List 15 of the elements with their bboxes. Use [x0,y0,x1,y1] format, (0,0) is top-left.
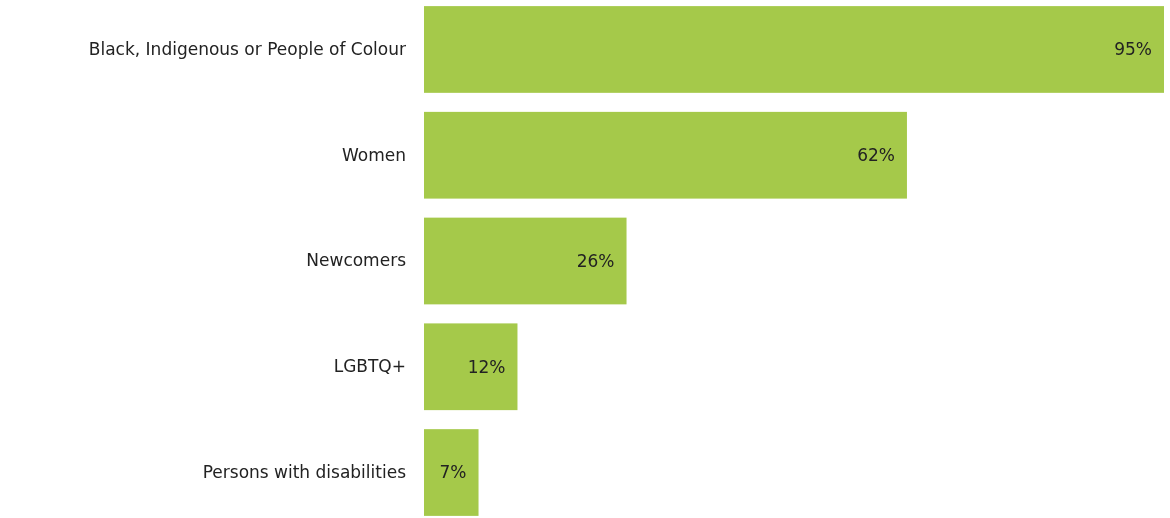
data-label: 12% [467,356,506,377]
bar [424,111,907,199]
bar [424,6,1164,93]
y-tick-label: Women [341,144,406,165]
y-tick-label: Newcomers [306,250,407,271]
y-tick-label: Persons with disabilities [202,461,407,482]
data-label: 26% [576,250,615,271]
y-tick-label: Black, Indigenous or People of Colour [88,38,406,59]
data-label: 95% [1114,39,1152,60]
data-label: 7% [439,462,467,483]
bar [424,217,627,305]
data-label: 62% [857,145,895,166]
y-tick-label: LGBTQ+ [333,356,406,377]
bar [424,323,518,411]
bar [424,429,479,516]
